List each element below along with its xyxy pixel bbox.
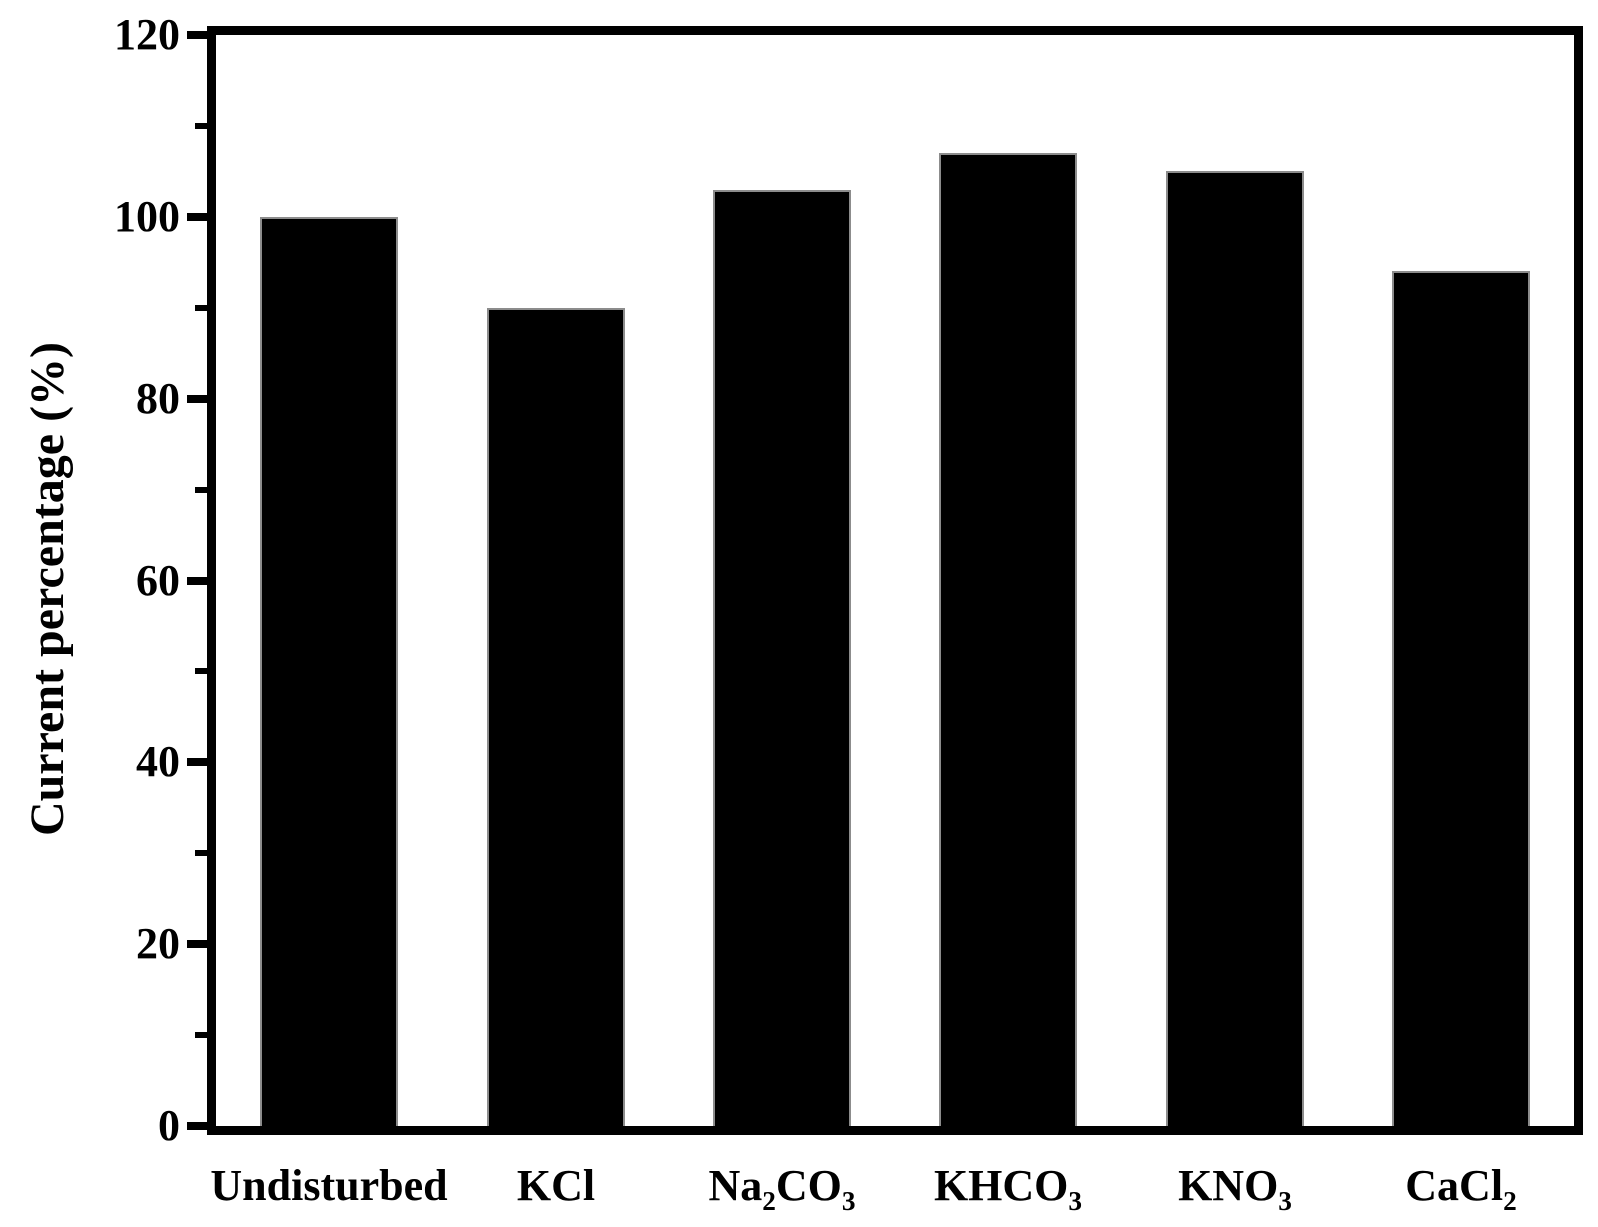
y-major-tick [187,31,209,39]
plot-area [207,26,1583,1135]
y-tick-label: 0 [158,1101,180,1150]
y-major-tick [187,758,209,766]
y-major-tick [187,1122,209,1130]
y-axis-title: Current percentage (%) [21,341,74,837]
x-category-label-cacl2: CaCl2 [1405,1161,1517,1216]
x-category-label-kno3: KNO3 [1178,1161,1292,1216]
y-major-tick [187,577,209,585]
y-tick-label: 120 [114,10,180,59]
x-category-label-kcl: KCl [516,1161,596,1210]
y-major-tick [187,940,209,948]
x-category-label-khco3: KHCO3 [933,1161,1083,1216]
x-category-label-na2co3: Na2CO3 [708,1161,856,1216]
y-major-tick [187,213,209,221]
x-category-label-undisturbed: Undisturbed [210,1161,448,1210]
y-major-tick [187,395,209,403]
